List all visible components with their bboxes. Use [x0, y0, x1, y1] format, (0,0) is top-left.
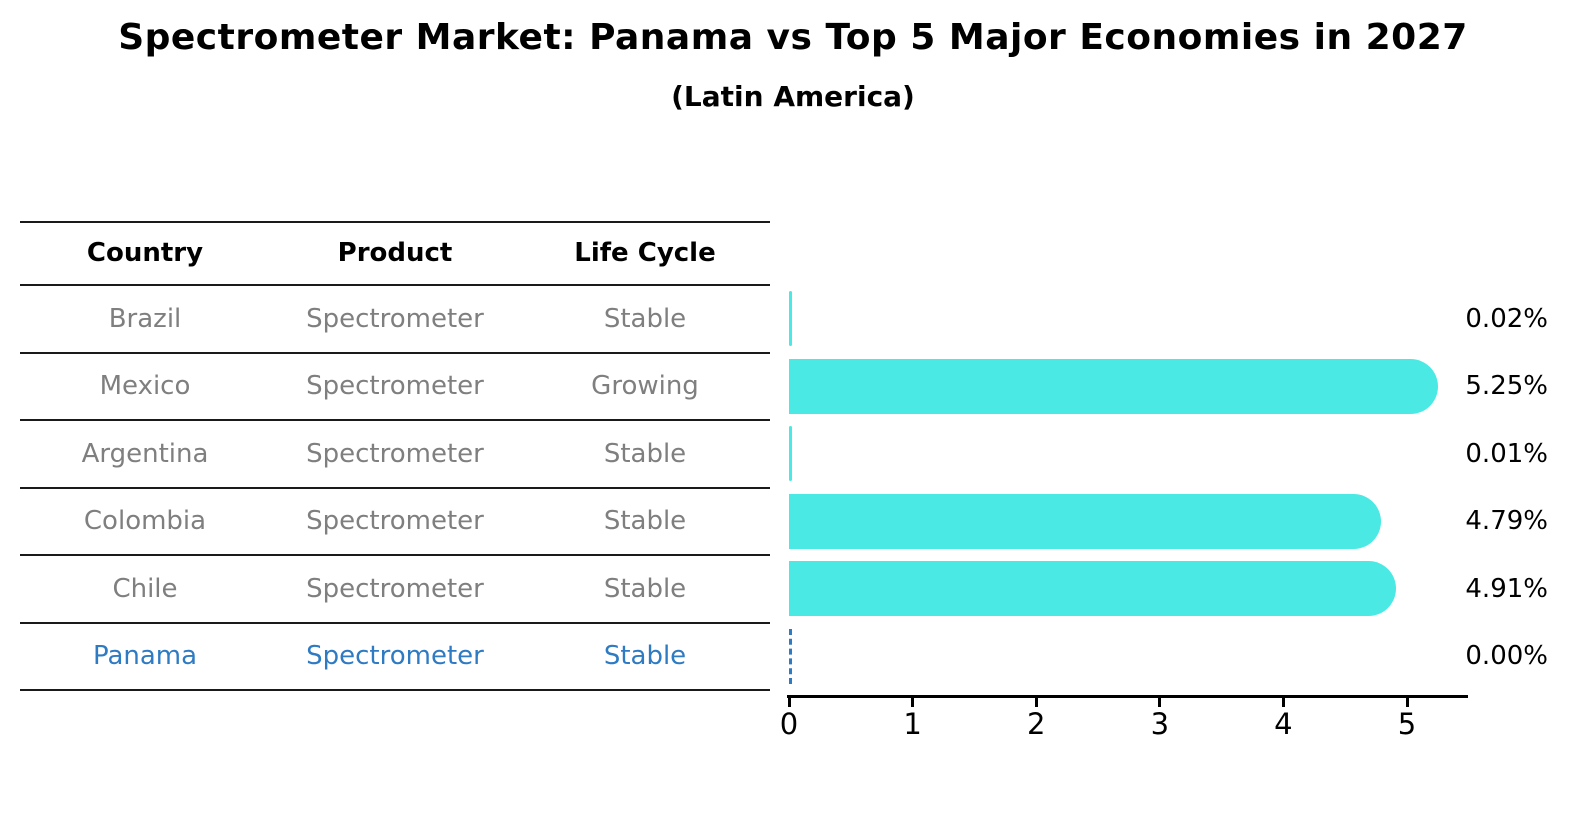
bar-colombia: [789, 493, 1382, 549]
x-tick-label-4: 4: [1274, 707, 1293, 741]
table-row-rule: [20, 486, 770, 489]
x-axis-line: [787, 695, 1468, 698]
table-bottom-rule: [20, 688, 770, 692]
cell-argentina-country: Argentina: [81, 438, 209, 469]
value-label-chile: 4.91%: [1465, 573, 1548, 604]
value-label-brazil: 0.02%: [1465, 303, 1548, 334]
cell-brazil-product: Spectrometer: [306, 303, 484, 334]
cell-chile-life_cycle: Stable: [603, 573, 687, 604]
value-label-argentina: 0.01%: [1465, 438, 1548, 469]
cell-colombia-country: Colombia: [83, 506, 207, 537]
x-tick-label-1: 1: [903, 707, 922, 741]
value-label-panama: 0.00%: [1465, 641, 1548, 672]
cell-mexico-life_cycle: Growing: [591, 371, 699, 402]
x-tick-mark: [1405, 698, 1409, 707]
cell-colombia-product: Spectrometer: [306, 506, 484, 537]
x-tick-label-2: 2: [1026, 707, 1046, 741]
col-header-country: Country: [86, 238, 204, 268]
cell-brazil-country: Brazil: [108, 303, 182, 334]
cell-brazil-life_cycle: Stable: [603, 303, 687, 334]
value-label-mexico: 5.25%: [1465, 371, 1548, 402]
cell-colombia-life_cycle: Stable: [603, 506, 687, 537]
cell-chile-country: Chile: [112, 573, 178, 604]
bar-argentina: [789, 426, 792, 482]
chart-title: Spectrometer Market: Panama vs Top 5 Maj…: [118, 17, 1468, 58]
cell-panama-country: Panama: [92, 641, 198, 672]
cell-argentina-life_cycle: Stable: [603, 438, 687, 469]
table-row-rule: [20, 419, 770, 421]
table-top-rule: [20, 220, 770, 224]
bar-mexico: [789, 358, 1438, 414]
x-tick-label-5: 5: [1397, 707, 1417, 741]
value-label-colombia: 4.79%: [1465, 506, 1548, 537]
cell-panama-life_cycle: Stable: [603, 641, 687, 672]
table-row-rule: [20, 351, 770, 354]
x-tick-mark: [1034, 698, 1038, 707]
cell-argentina-product: Spectrometer: [306, 438, 484, 469]
x-tick-mark: [787, 698, 791, 707]
cell-chile-product: Spectrometer: [306, 573, 484, 604]
x-tick-mark: [1281, 698, 1285, 707]
cell-mexico-product: Spectrometer: [306, 371, 484, 402]
bar-brazil: [789, 291, 792, 347]
cell-mexico-country: Mexico: [99, 371, 191, 402]
x-tick-label-0: 0: [779, 707, 799, 741]
col-header-life-cycle: Life Cycle: [574, 238, 716, 268]
table-row-rule: [20, 621, 770, 624]
table-header-rule: [20, 283, 770, 287]
col-header-product: Product: [337, 238, 453, 268]
x-tick-mark: [911, 698, 915, 707]
bar-chile: [789, 561, 1396, 617]
chart-subtitle: (Latin America): [671, 80, 915, 113]
cell-panama-product: Spectrometer: [306, 641, 484, 672]
x-tick-mark: [1158, 698, 1162, 707]
x-tick-label-3: 3: [1150, 707, 1170, 741]
bar-panama-zero-dashed: [789, 628, 792, 684]
table-row-rule: [20, 554, 770, 556]
